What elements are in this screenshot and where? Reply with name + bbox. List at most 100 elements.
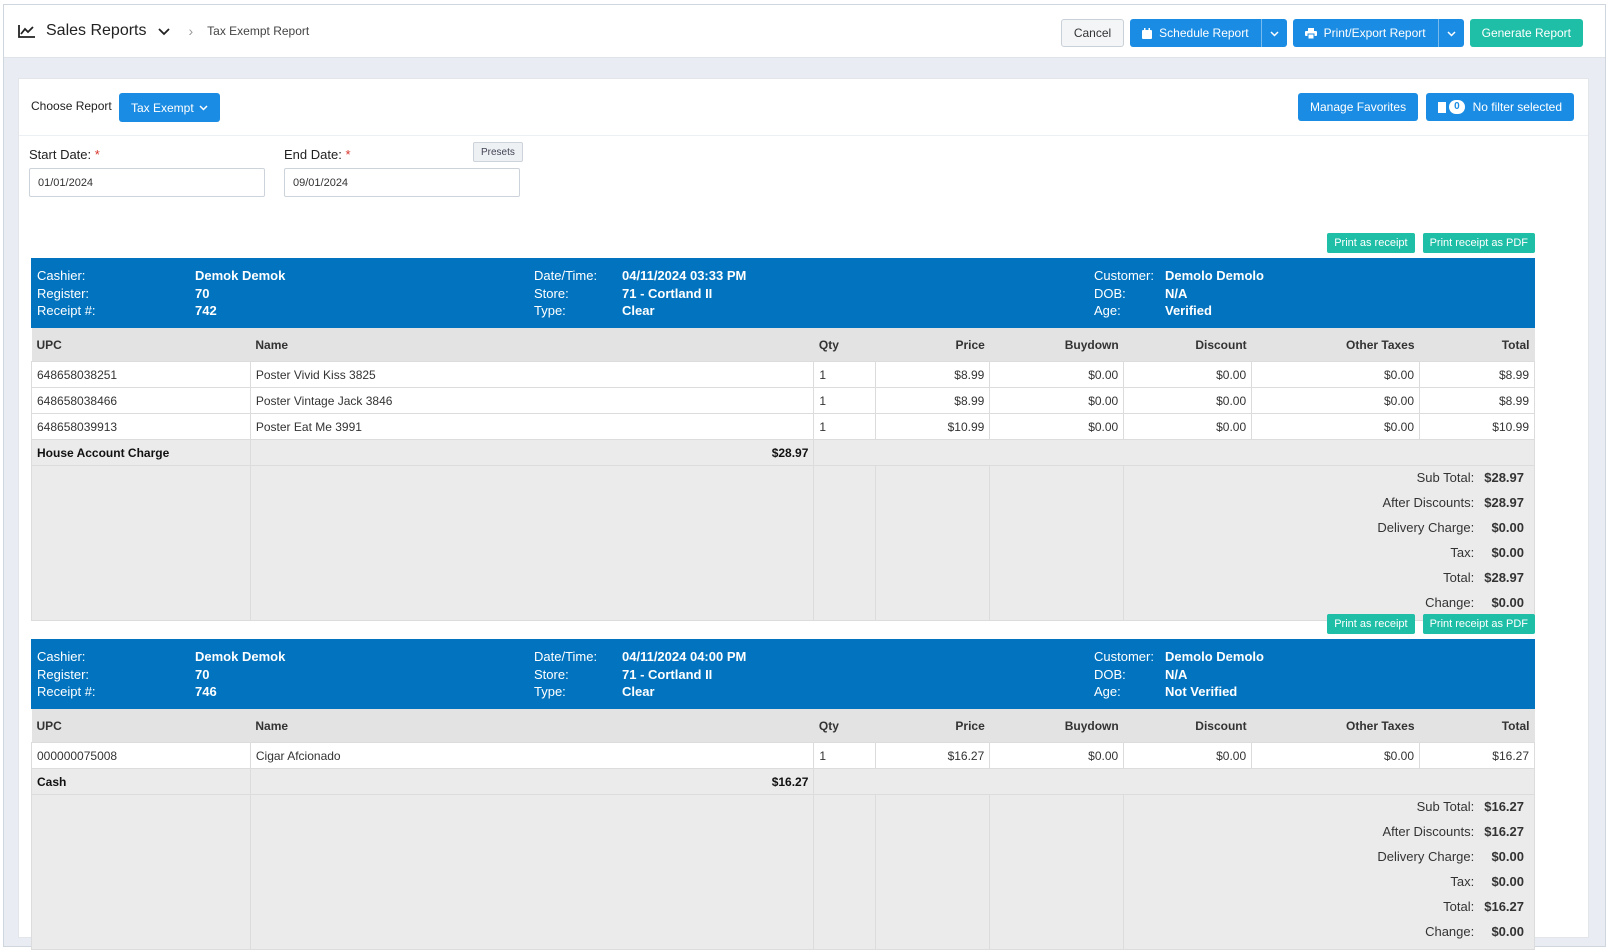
dob-label: DOB:: [1094, 285, 1126, 301]
sub-total-label: Sub Total:: [1416, 470, 1475, 485]
table-header-row: UPC Name Qty Price Buydown Discount Othe…: [31, 709, 1535, 743]
receipt-number-label: Receipt #:: [37, 303, 96, 318]
receipt-header: Cashier: Register: Receipt #: Demok Demo…: [31, 258, 1535, 328]
change-label: Change:: [1425, 924, 1475, 939]
total-cell: $8.99: [1419, 387, 1535, 414]
print-export-dropdown[interactable]: [1437, 19, 1464, 47]
column-header: Total: [1419, 328, 1535, 362]
choose-report-value: Tax Exempt: [131, 100, 194, 115]
price-cell: $10.99: [875, 413, 991, 440]
change-label: Change:: [1425, 595, 1475, 610]
print-export-button[interactable]: Print/Export Report: [1292, 19, 1438, 47]
receipt-actions: Print as receipt Print receipt as PDF: [1327, 614, 1535, 634]
name-cell: Poster Eat Me 3991: [249, 413, 815, 440]
choose-report-dropdown[interactable]: Tax Exempt: [119, 93, 220, 122]
start-date-input[interactable]: [29, 168, 265, 197]
filter-button[interactable]: 0 No filter selected: [1426, 93, 1574, 121]
schedule-report-label: Schedule Report: [1159, 26, 1249, 40]
chevron-down-icon: [199, 105, 208, 111]
datetime-label: Date/Time:: [534, 268, 598, 283]
total-cell: $16.27: [1419, 742, 1535, 769]
print-as-receipt-button[interactable]: Print as receipt: [1327, 614, 1415, 634]
change-value: $0.00: [1491, 924, 1524, 939]
receipt-header-values-2: 04/11/2024 03:33 PM 71 - Cortland II Cle…: [622, 267, 746, 320]
summary-filler: [249, 794, 815, 950]
manage-favorites-button[interactable]: Manage Favorites: [1298, 93, 1419, 121]
store-value: 71 - Cortland II: [622, 666, 713, 682]
customer-value: Demolo Demolo: [1165, 268, 1264, 283]
cashier-label: Cashier:: [37, 649, 86, 664]
store-value: 71 - Cortland II: [622, 285, 713, 301]
summary-row: Sub Total: $16.27 After Discounts: $16.27 …: [31, 794, 1535, 950]
end-date-group: End Date: *: [284, 147, 520, 197]
print-receipt-pdf-button[interactable]: Print receipt as PDF: [1422, 233, 1535, 253]
column-header: UPC: [31, 709, 251, 743]
receipt-number-label: Receipt #:: [37, 684, 96, 699]
start-date-group: Start Date: *: [29, 147, 265, 197]
payment-filler: [813, 768, 1535, 795]
summary-filler: [31, 794, 251, 950]
breadcrumb-separator-icon: ›: [188, 23, 194, 39]
price-cell: $8.99: [875, 387, 991, 414]
payment-amount: $16.27: [249, 768, 815, 795]
cashier-label: Cashier:: [37, 268, 86, 283]
schedule-report-dropdown[interactable]: [1260, 19, 1287, 47]
customer-value: Demolo Demolo: [1165, 649, 1264, 664]
end-date-input[interactable]: [284, 168, 520, 197]
buydown-cell: $0.00: [989, 387, 1125, 414]
summary-filler: [813, 794, 877, 950]
receipt-header-labels-3: Customer: DOB: Age:: [1094, 648, 1154, 701]
tax-label: Tax:: [1450, 874, 1475, 889]
column-header: Other Taxes: [1251, 328, 1420, 362]
filter-count-badge: 0: [1449, 100, 1465, 114]
register-value: 70: [195, 666, 210, 682]
upc-cell: 648658038466: [31, 387, 251, 414]
receipt-header-labels-1: Cashier: Register: Receipt #:: [37, 267, 96, 320]
print-export-group: Print/Export Report: [1292, 19, 1464, 47]
breadcrumb-current: Tax Exempt Report: [207, 24, 310, 38]
qty-cell: 1: [813, 742, 877, 769]
summary-filler: [31, 465, 251, 621]
cancel-button[interactable]: Cancel: [1060, 19, 1125, 47]
name-cell: Poster Vivid Kiss 3825: [249, 361, 815, 388]
cashier-value: Demok Demok: [195, 649, 286, 664]
delivery-charge-label: Delivery Charge:: [1377, 520, 1475, 535]
payment-amount: $28.97: [249, 439, 815, 466]
cashier-value: Demok Demok: [195, 268, 286, 283]
age-value: Verified: [1165, 303, 1212, 318]
datetime-label: Date/Time:: [534, 649, 598, 664]
total-value: $28.97: [1484, 570, 1524, 585]
app-frame: Sales Reports › Tax Exempt Report Cancel…: [3, 4, 1606, 950]
column-header: Other Taxes: [1251, 709, 1420, 743]
price-cell: $16.27: [875, 742, 991, 769]
receipt-items-table: UPC Name Qty Price Buydown Discount Othe…: [31, 709, 1535, 950]
generate-report-button[interactable]: Generate Report: [1469, 19, 1583, 47]
change-value: $0.00: [1491, 595, 1524, 610]
print-as-receipt-button[interactable]: Print as receipt: [1327, 233, 1415, 253]
report-chooser: Choose Report Tax Exempt Manage Favorite…: [19, 79, 1588, 136]
upc-cell: 648658038251: [31, 361, 251, 388]
total-label: Total:: [1443, 899, 1475, 914]
print-receipt-pdf-button[interactable]: Print receipt as PDF: [1422, 614, 1535, 634]
name-cell: Poster Vintage Jack 3846: [249, 387, 815, 414]
summary-row: Sub Total: $28.97 After Discounts: $28.97 …: [31, 465, 1535, 621]
receipt-header-labels-3: Customer: DOB: Age:: [1094, 267, 1154, 320]
receipt-header-values-3: Demolo Demolo N/A Not Verified: [1165, 648, 1264, 701]
chevron-down-icon[interactable]: [157, 24, 171, 38]
column-header: Qty: [813, 709, 876, 743]
type-value: Clear: [622, 684, 655, 699]
sub-total-value: $28.97: [1484, 470, 1524, 485]
schedule-report-button[interactable]: Schedule Report: [1130, 19, 1261, 47]
summary-cell: Sub Total: $16.27 After Discounts: $16.27 …: [1123, 794, 1535, 950]
dob-value: N/A: [1165, 285, 1188, 301]
name-cell: Cigar Afcionado: [249, 742, 815, 769]
filter-icon: [1438, 101, 1447, 113]
column-header: Name: [250, 709, 814, 743]
presets-button[interactable]: Presets: [473, 142, 523, 162]
after-discounts-label: After Discounts:: [1382, 824, 1475, 839]
print-export-label: Print/Export Report: [1323, 26, 1426, 40]
summary-filler: [989, 465, 1125, 621]
qty-cell: 1: [813, 413, 877, 440]
page-title: Sales Reports: [46, 22, 147, 39]
store-label: Store:: [534, 666, 569, 682]
